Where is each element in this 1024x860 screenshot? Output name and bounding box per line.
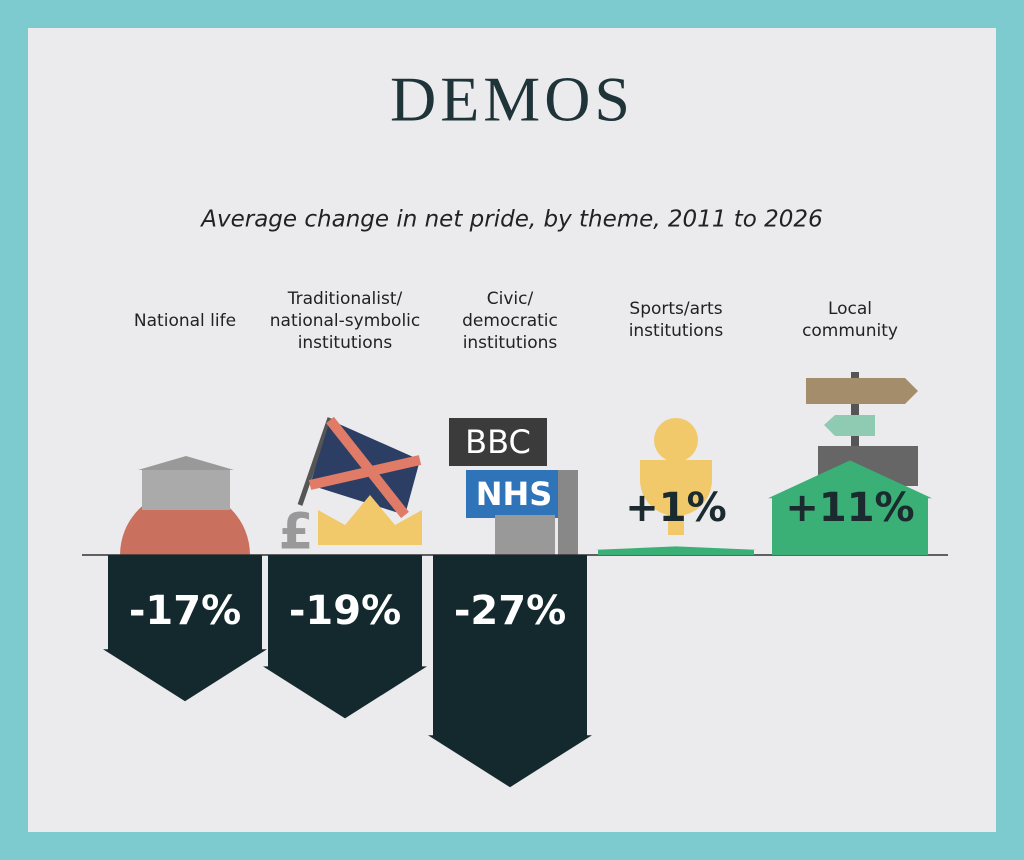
arrow-bar <box>103 555 267 702</box>
value-label: -27% <box>454 588 566 634</box>
icon-globe <box>120 456 250 555</box>
value-label: -17% <box>129 588 241 634</box>
icon-flag-crown: £ <box>279 416 422 561</box>
icon-label: BBC <box>465 423 531 461</box>
category-label: Traditionalist/ national-symbolic instit… <box>269 289 421 353</box>
svg-text:£: £ <box>279 503 314 561</box>
category-label: Sports/arts institutions <box>628 299 724 341</box>
icon-bbc-nhs <box>449 418 578 555</box>
arrow-bar <box>263 555 427 719</box>
category-label: Civic/ democratic institutions <box>462 289 558 353</box>
chart-title: Average change in net pride, by theme, 2… <box>199 207 822 233</box>
logo: DEMOS <box>390 64 634 135</box>
icon-label: NHS <box>476 475 553 513</box>
icon-trophy <box>640 418 712 535</box>
value-label: +11% <box>785 485 914 531</box>
value-label: +1% <box>625 485 726 531</box>
value-label: -19% <box>289 588 401 634</box>
category-label: Local community <box>802 299 898 341</box>
house-bar <box>594 546 758 555</box>
arrow-bar <box>428 555 592 788</box>
category-label: National life <box>133 311 237 331</box>
house-bar <box>768 460 932 555</box>
